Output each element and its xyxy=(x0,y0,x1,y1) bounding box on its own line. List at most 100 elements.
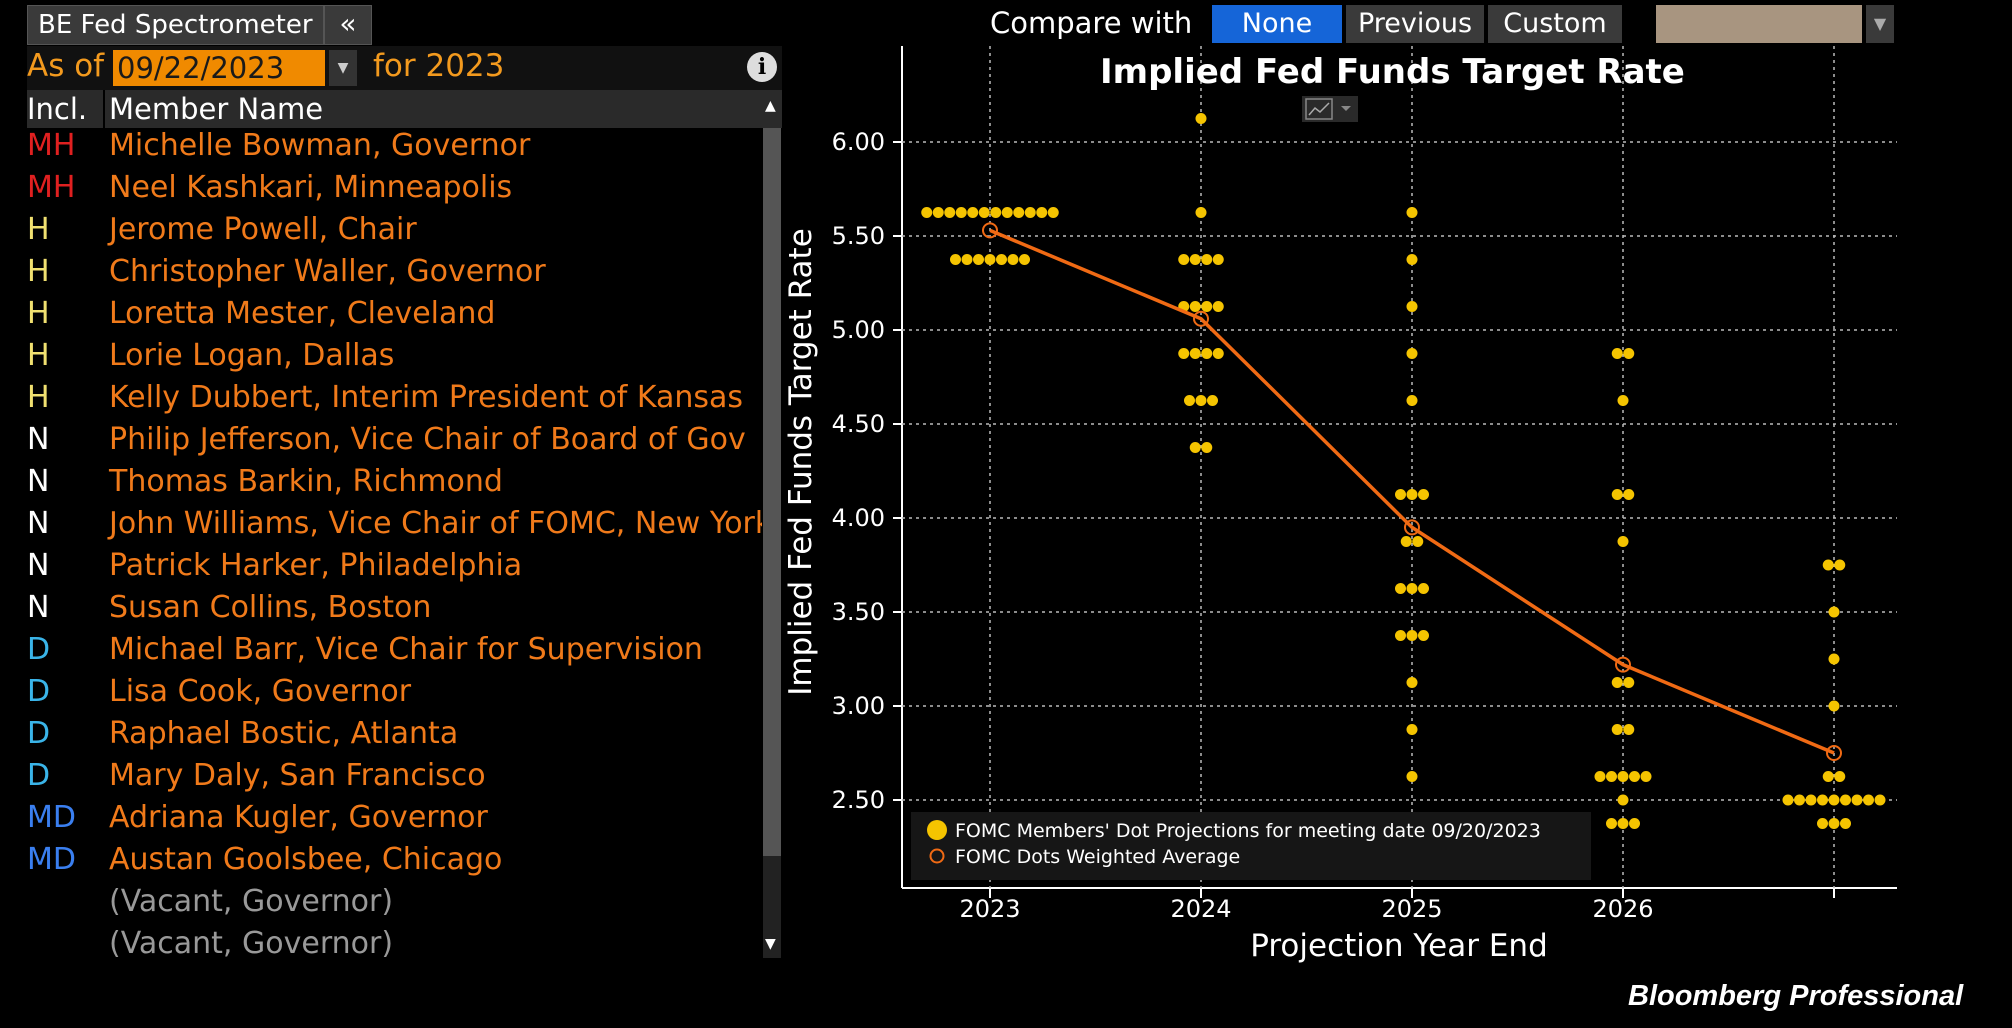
member-row[interactable]: D Raphael Bostic, Atlanta xyxy=(27,716,762,758)
member-name: Mary Daly, San Francisco xyxy=(109,758,486,793)
member-incl-code: N xyxy=(27,590,50,625)
fomc-dot xyxy=(1201,348,1213,359)
member-row[interactable]: H Christopher Waller, Governor xyxy=(27,254,762,296)
fomc-dot xyxy=(1834,559,1846,571)
member-row[interactable]: H Kelly Dubbert, Interim President of Kan… xyxy=(27,380,762,422)
x-tick-label: 2026 xyxy=(1592,895,1653,923)
chevron-down-icon[interactable]: ▼ xyxy=(1866,5,1894,43)
fomc-dot xyxy=(1406,489,1418,500)
compare-previous-button[interactable]: Previous xyxy=(1346,5,1484,43)
member-row[interactable]: N Susan Collins, Boston xyxy=(27,590,762,632)
legend-label-average: FOMC Dots Weighted Average xyxy=(955,846,1240,868)
fomc-dot xyxy=(1828,700,1840,712)
chart-type-icon[interactable] xyxy=(1302,96,1358,122)
member-name: Kelly Dubbert, Interim President of Kans… xyxy=(109,380,744,415)
top-toolbar: BE Fed Spectrometer « Compare with None … xyxy=(0,0,1900,48)
member-incl-code: H xyxy=(27,254,50,289)
member-row[interactable]: N John Williams, Vice Chair of FOMC, New … xyxy=(27,506,762,548)
fomc-dot xyxy=(1406,254,1418,265)
fomc-dot xyxy=(1001,207,1013,218)
fomc-dot xyxy=(1817,794,1828,806)
fomc-dot xyxy=(1189,348,1201,359)
incl-column-header[interactable]: Incl. xyxy=(27,92,88,126)
fomc-dot xyxy=(1195,113,1207,124)
fomc-dot xyxy=(1395,630,1406,641)
member-row[interactable]: MD Austan Goolsbee, Chicago xyxy=(27,842,762,884)
fomc-dot xyxy=(1406,207,1418,218)
fomc-dot xyxy=(1617,794,1629,806)
member-row[interactable]: D Mary Daly, San Francisco xyxy=(27,758,762,800)
member-row[interactable]: (Vacant, Governor) xyxy=(27,926,762,958)
fomc-dot xyxy=(1840,794,1851,806)
fomc-dot xyxy=(967,207,979,218)
fomc-dot xyxy=(1189,301,1201,312)
fomc-dot xyxy=(1201,442,1213,453)
y-axis-label: Implied Fed Funds Target Rate xyxy=(785,228,819,696)
fomc-dot xyxy=(921,207,933,218)
member-row[interactable]: (Vacant, Governor) xyxy=(27,884,762,926)
fomc-dot xyxy=(1184,395,1195,406)
compare-custom-button[interactable]: Custom xyxy=(1488,5,1622,43)
as-of-row: As of 09/22/2023 ▼ for 2023 i xyxy=(27,46,782,90)
member-incl-code: D xyxy=(27,758,51,793)
fomc-dot xyxy=(1212,348,1224,359)
member-name-column-header[interactable]: Member Name xyxy=(109,92,324,126)
member-row[interactable]: N Thomas Barkin, Richmond xyxy=(27,464,762,506)
y-tick-label: 5.50 xyxy=(832,222,885,250)
fomc-dot xyxy=(1611,348,1623,359)
member-row[interactable]: MD Adriana Kugler, Governor xyxy=(27,800,762,842)
member-row[interactable]: MH Michelle Bowman, Governor xyxy=(27,128,762,170)
member-name: (Vacant, Governor) xyxy=(109,884,394,919)
member-name: Susan Collins, Boston xyxy=(109,590,432,625)
y-tick-label: 3.50 xyxy=(832,598,885,626)
fomc-dot xyxy=(973,254,984,265)
member-incl-code: D xyxy=(27,632,51,667)
legend-box xyxy=(911,812,1591,880)
fomc-dot xyxy=(978,207,990,218)
member-row[interactable]: N Philip Jefferson, Vice Chair of Board o… xyxy=(27,422,762,464)
member-row[interactable]: D Michael Barr, Vice Chair for Supervisio… xyxy=(27,632,762,674)
fomc-dot xyxy=(1805,794,1817,806)
fomc-dot xyxy=(944,207,956,218)
x-tick-label: 2024 xyxy=(1170,895,1231,923)
fomc-dot xyxy=(1606,818,1617,829)
fomc-dot xyxy=(1019,254,1030,265)
member-name: Patrick Harker, Philadelphia xyxy=(109,548,523,583)
member-row[interactable]: H Jerome Powell, Chair xyxy=(27,212,762,254)
member-row[interactable]: D Lisa Cook, Governor xyxy=(27,674,762,716)
member-row[interactable]: H Lorie Logan, Dallas xyxy=(27,338,762,380)
fomc-dot xyxy=(1606,771,1617,782)
color-swatch-dropdown[interactable] xyxy=(1656,5,1862,43)
member-row[interactable]: H Loretta Mester, Cleveland xyxy=(27,296,762,338)
info-icon[interactable]: i xyxy=(747,52,777,82)
weighted-average-marker xyxy=(1193,310,1209,327)
member-incl-code: N xyxy=(27,548,50,583)
member-incl-code: N xyxy=(27,506,50,541)
bloomberg-footer: Bloomberg Professional xyxy=(1628,980,1964,1012)
collapse-panel-icon[interactable]: « xyxy=(324,5,372,45)
member-incl-code: H xyxy=(27,338,50,373)
line-chart-icon xyxy=(1305,98,1351,120)
compare-none-button[interactable]: None xyxy=(1212,5,1342,43)
member-incl-code: D xyxy=(27,674,51,709)
scrollbar-thumb[interactable] xyxy=(763,128,781,856)
member-list-scrollbar[interactable] xyxy=(763,128,781,958)
member-row[interactable]: N Patrick Harker, Philadelphia xyxy=(27,548,762,590)
member-incl-code: D xyxy=(27,716,51,751)
scroll-down-icon[interactable]: ▼ xyxy=(765,936,776,952)
member-name: Thomas Barkin, Richmond xyxy=(109,464,503,499)
date-dropdown-icon[interactable]: ▼ xyxy=(329,50,357,86)
member-incl-code: N xyxy=(27,464,50,499)
chart-title: Implied Fed Funds Target Rate xyxy=(1100,52,1685,92)
as-of-date-input[interactable]: 09/22/2023 xyxy=(113,50,325,86)
scroll-up-icon[interactable]: ▲ xyxy=(765,98,776,114)
fomc-dot xyxy=(1036,207,1048,218)
member-incl-code: MH xyxy=(27,128,76,163)
fomc-dot xyxy=(1617,395,1629,406)
member-row[interactable]: MH Neel Kashkari, Minneapolis xyxy=(27,170,762,212)
member-incl-code: MD xyxy=(27,842,76,877)
fomc-dot xyxy=(1412,536,1424,547)
fomc-dot xyxy=(1611,489,1623,500)
member-name: John Williams, Vice Chair of FOMC, New Y… xyxy=(109,506,762,541)
weighted-average-marker xyxy=(1615,656,1631,673)
